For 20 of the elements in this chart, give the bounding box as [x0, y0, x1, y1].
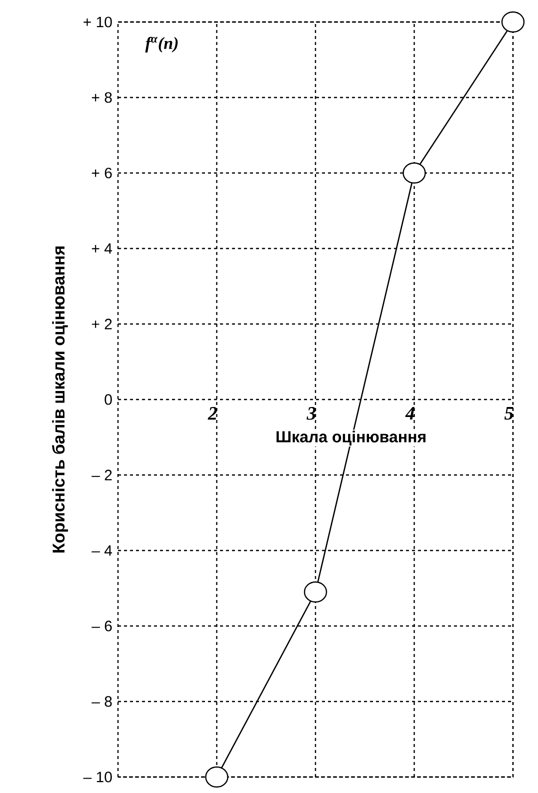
annotation: f$^{α}$(n): [145, 36, 178, 52]
point: [402, 162, 426, 184]
y-tick-label: 0: [104, 394, 112, 405]
x-axis-title: Шкала оцінювання: [276, 430, 426, 446]
y-tick-label: + 8: [92, 92, 112, 103]
y-tick-label: – 8: [92, 696, 112, 707]
y-axis-title: Корисність балів шкали оцінювання: [52, 246, 68, 552]
x-tick-label: 5: [504, 407, 514, 420]
y-tick-label: – 4: [92, 545, 112, 556]
x-tick-label: 3: [306, 407, 316, 420]
point: [304, 581, 328, 603]
x-tick-label: 2: [208, 407, 218, 420]
y-tick-label: + 10: [84, 16, 112, 28]
y-tick-label: – 2: [92, 470, 112, 480]
y-tick-label: + 6: [92, 168, 112, 178]
y-tick-label: + 4: [92, 243, 112, 254]
y-tick-label: – 6: [92, 620, 112, 632]
x-tick-label: 4: [405, 407, 414, 420]
y-tick-label: + 2: [92, 318, 112, 330]
y-tick-label: – 10: [83, 772, 112, 782]
